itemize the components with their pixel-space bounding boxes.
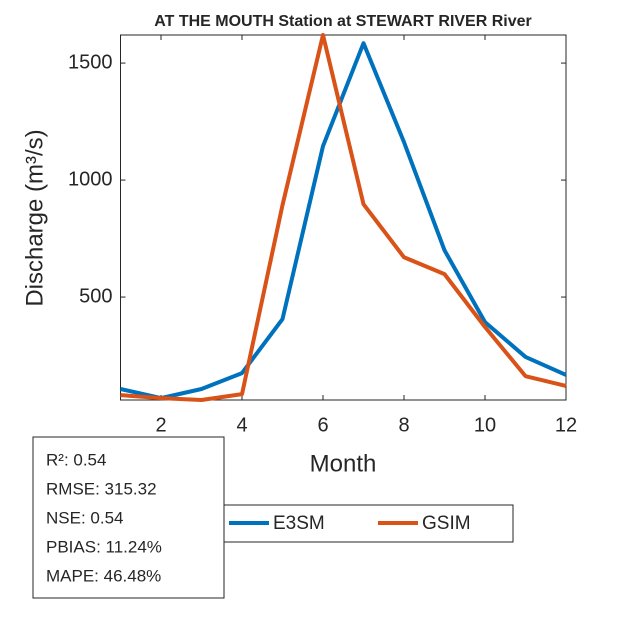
legend-label: E3SM	[273, 513, 325, 534]
stat-text: RMSE: 315.32	[46, 479, 157, 498]
legend-label: GSIM	[422, 513, 471, 534]
x-tick-label: 2	[155, 414, 166, 436]
plot-area	[120, 34, 567, 401]
stat-text: R²: 0.54	[46, 450, 106, 469]
stats-box	[32, 436, 225, 599]
stat-text: MAPE: 46.48%	[46, 566, 161, 585]
y-tick-label: 1500	[68, 51, 113, 73]
chart-title: AT THE MOUTH Station at STEWART RIVER Ri…	[154, 13, 532, 30]
x-tick-label: 12	[555, 414, 577, 436]
series-line	[120, 33, 567, 402]
stat-text: PBIAS: 11.24%	[46, 537, 162, 556]
stat-text: NSE: 0.54	[46, 508, 124, 527]
x-tick-label: 6	[317, 414, 328, 436]
y-axis-label: Discharge (m³/s)	[21, 129, 48, 306]
y-tick-label: 1000	[68, 168, 113, 190]
series-line	[120, 41, 567, 401]
x-axis-label: Month	[310, 450, 377, 477]
y-tick-label: 500	[79, 285, 112, 307]
x-tick-label: 10	[474, 414, 496, 436]
x-tick-label: 4	[236, 414, 247, 436]
x-tick-label: 8	[398, 414, 409, 436]
